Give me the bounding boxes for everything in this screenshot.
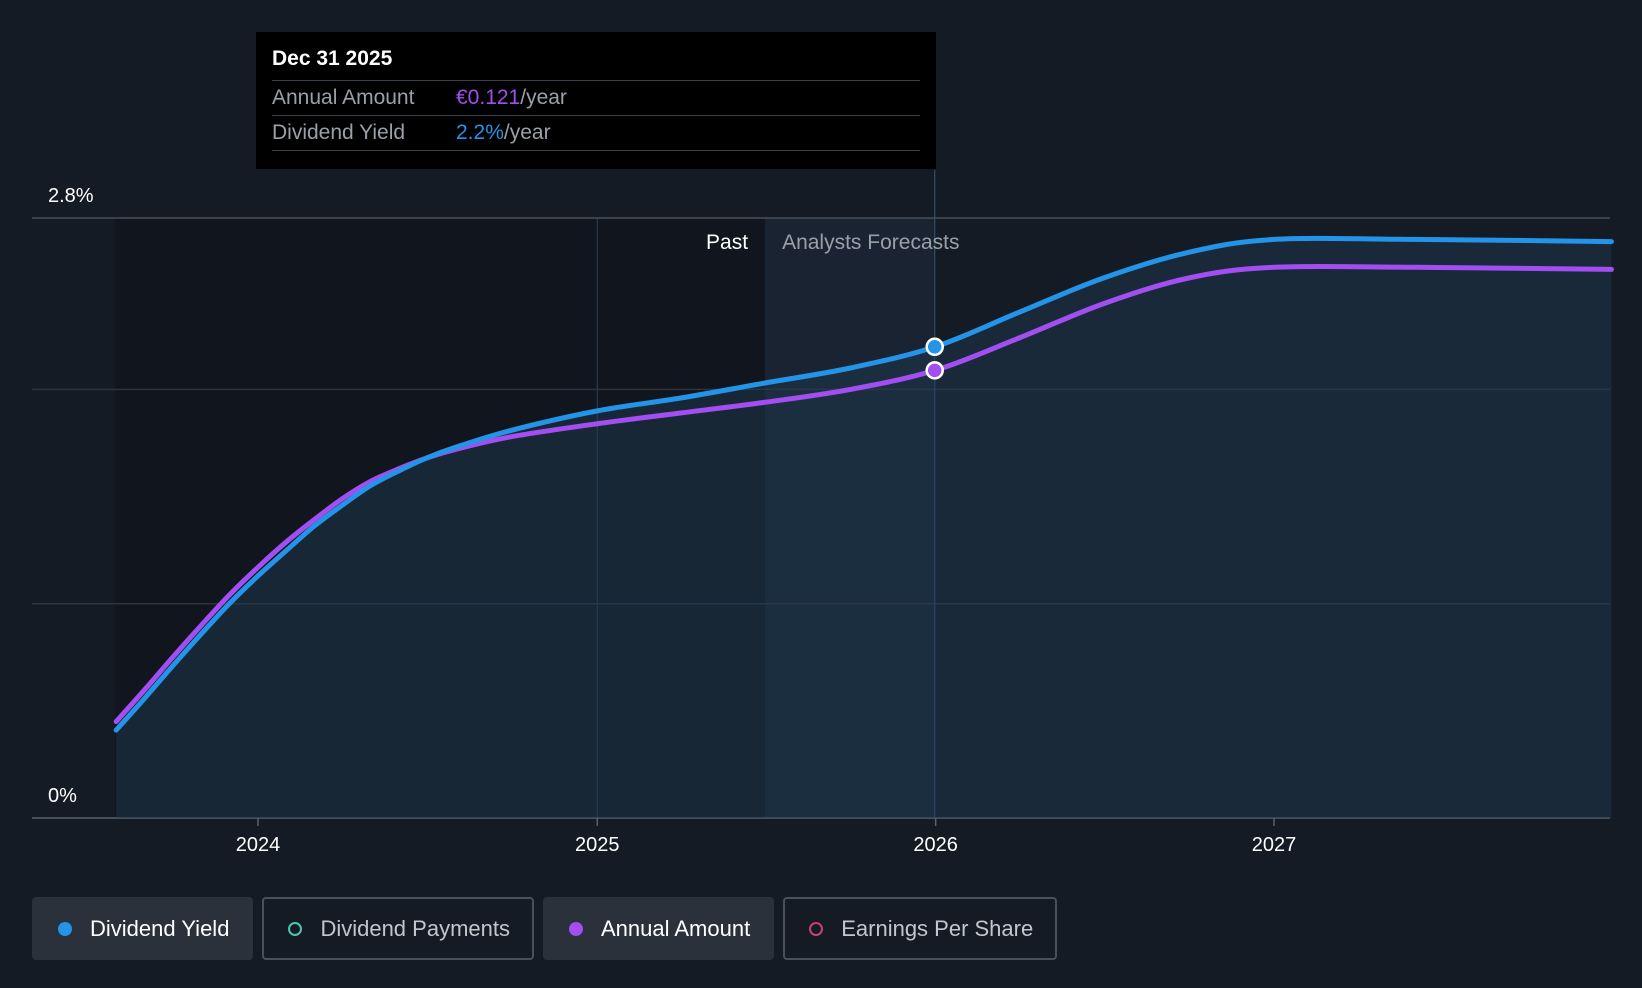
legend-label: Dividend Yield	[90, 915, 230, 941]
legend-dividend-yield[interactable]: Dividend Yield	[32, 897, 254, 960]
tooltip-value: 2.2%	[456, 121, 504, 144]
y-tick-label: 0%	[48, 785, 77, 807]
annual-amount-line	[113, 263, 1614, 725]
tooltip-unit: /year	[503, 121, 551, 144]
legend-marker-icon	[58, 921, 72, 936]
past-region	[115, 218, 766, 818]
legend-label: Earnings Per Share	[841, 915, 1034, 941]
dividend-yield-marker	[925, 337, 944, 357]
tooltip-unit: /year	[520, 86, 567, 109]
legend-annual-amount[interactable]: Annual Amount	[542, 897, 775, 960]
y-tick-label: 2.8%	[48, 185, 94, 207]
tooltip-date: Dec 31 2025	[272, 46, 920, 81]
tooltip-label: Annual Amount	[272, 86, 415, 109]
x-tick-label: 2025	[575, 834, 620, 856]
legend-dividend-payments[interactable]: Dividend Payments	[262, 897, 534, 960]
x-tick-label: 2027	[1252, 834, 1297, 856]
tooltip-value: €0.121	[456, 86, 521, 109]
tooltip-row-annual-amount: Annual Amount €0.121 /year	[272, 81, 920, 116]
legend-earnings-per-share[interactable]: Earnings Per Share	[783, 897, 1058, 960]
chart-areas	[116, 238, 1612, 819]
chart-lines	[113, 235, 1614, 733]
annual-amount-marker	[925, 361, 944, 380]
analysts-forecasts-label: Analysts Forecasts	[782, 231, 959, 254]
chart-tooltip: Dec 31 2025 Annual Amount €0.121 /year D…	[256, 32, 936, 169]
chart-legend: Dividend Yield Dividend Payments Annual …	[32, 897, 1058, 960]
legend-marker-icon	[568, 921, 583, 936]
dividend-yield-area	[116, 238, 1612, 819]
legend-label: Dividend Payments	[320, 915, 510, 941]
x-tick-label: 2024	[236, 834, 281, 856]
highlight-band	[765, 218, 935, 818]
tooltip-row-dividend-yield: Dividend Yield 2.2% /year	[272, 116, 920, 151]
chart-markers[interactable]	[925, 337, 944, 380]
tooltip-label: Dividend Yield	[272, 121, 406, 144]
chart-grid	[32, 170, 1610, 819]
past-label: Past	[706, 231, 748, 254]
x-tick-label: 2026	[913, 834, 958, 856]
dividend-yield-line	[113, 235, 1614, 733]
legend-marker-icon	[809, 921, 824, 936]
legend-label: Annual Amount	[600, 915, 751, 941]
chart-axis: 2024 2025 2026 2027 2.8% 0% Past Analysts Forec…	[48, 185, 1296, 856]
chart-regions	[115, 218, 935, 818]
legend-marker-icon	[288, 921, 303, 936]
